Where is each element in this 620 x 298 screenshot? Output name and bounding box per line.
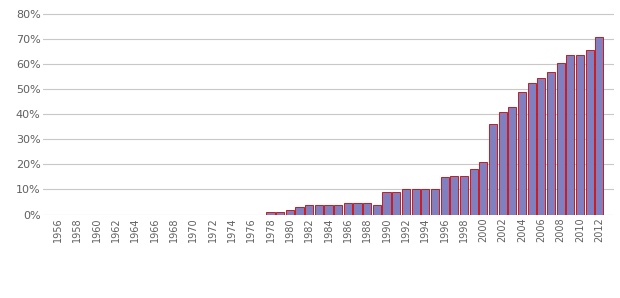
Bar [324,204,333,215]
Bar [557,63,565,215]
Bar [315,204,323,215]
Bar [383,192,391,215]
Bar [585,50,594,215]
Bar [412,190,420,215]
Bar [547,72,555,215]
Bar [373,204,381,215]
Bar [334,204,342,215]
Bar [576,55,584,215]
Bar [392,192,401,215]
Bar [286,209,294,215]
Bar [353,203,361,215]
Bar [508,107,516,215]
Bar [344,203,352,215]
Bar [402,190,410,215]
Bar [440,177,449,215]
Bar [267,212,275,215]
Bar [296,207,304,215]
Bar [431,190,439,215]
Bar [528,83,536,215]
Bar [498,112,507,215]
Bar [489,124,497,215]
Bar [537,78,546,215]
Bar [421,190,430,215]
Bar [276,212,285,215]
Bar [450,176,458,215]
Bar [595,37,603,215]
Bar [460,176,468,215]
Bar [566,55,574,215]
Bar [518,92,526,215]
Bar [363,203,371,215]
Bar [469,170,478,215]
Bar [305,204,313,215]
Bar [479,162,487,215]
